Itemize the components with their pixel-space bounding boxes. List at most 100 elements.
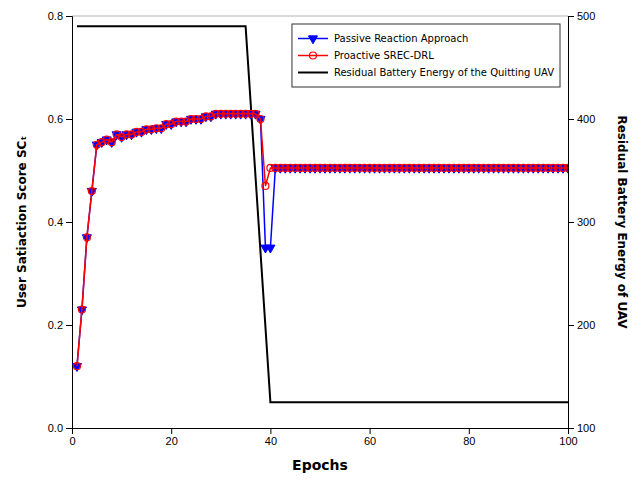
axis-line [66, 17, 73, 429]
marker [565, 164, 569, 171]
marker [127, 132, 136, 140]
tick-label: 40 [265, 435, 277, 447]
frame-top [72, 16, 568, 17]
series-line [77, 114, 568, 366]
marker [182, 119, 191, 127]
marker [310, 165, 319, 173]
tick: 100 [559, 428, 577, 447]
tick-mark [568, 428, 574, 429]
tick: 60 [364, 428, 376, 447]
marker [420, 165, 429, 173]
y2-axis-title: Residual Battery Energy of UAV [615, 115, 629, 329]
marker [301, 165, 310, 173]
marker [355, 165, 364, 173]
legend-item: Residual Battery Energy of the Quitting … [298, 67, 554, 78]
tick: 0.4 [48, 216, 72, 228]
marker [83, 234, 90, 241]
marker [549, 165, 558, 173]
tick-label: 200 [577, 319, 595, 331]
tick: 0 [69, 428, 75, 447]
marker [454, 165, 463, 173]
marker [380, 165, 389, 173]
marker [558, 165, 567, 173]
x-axis-title: Epochs [292, 457, 348, 473]
marker [390, 165, 399, 173]
marker [385, 165, 394, 173]
marker [330, 165, 339, 173]
marker [489, 165, 498, 173]
marker [257, 116, 264, 123]
marker [504, 165, 513, 173]
legend-item: Passive Reaction Approach [298, 33, 468, 44]
tick: 200 [568, 319, 595, 331]
chart: 0204060801000.00.20.40.60.81002003004005… [0, 0, 640, 480]
plot: 0204060801000.00.20.40.60.81002003004005… [15, 10, 629, 473]
marker [281, 165, 290, 173]
marker [519, 165, 528, 173]
tick-label: 100 [559, 435, 577, 447]
marker [73, 363, 80, 370]
tick-label: 0.0 [48, 422, 63, 434]
marker [395, 165, 404, 173]
marker [449, 165, 458, 173]
marker [474, 165, 483, 173]
marker [236, 111, 245, 119]
y-axis: 0.0 0.2 0.4 0.6 0.8 [48, 10, 73, 434]
marker [221, 111, 230, 119]
marker [320, 165, 329, 173]
x-axis: 0 20 40 60 80 100 [69, 428, 577, 447]
marker [544, 165, 553, 173]
marker [400, 165, 409, 173]
series-line [77, 114, 568, 366]
marker [529, 165, 538, 173]
marker [375, 165, 384, 173]
tick: 0.8 [48, 10, 72, 22]
tick: 80 [463, 428, 475, 447]
marker [479, 165, 488, 173]
marker [262, 182, 269, 189]
marker [196, 116, 205, 124]
tick-mark [270, 428, 271, 434]
marker [271, 165, 280, 173]
marker [425, 165, 434, 173]
legend: Passive Reaction ApproachProactive SREC-… [292, 24, 560, 87]
tick-mark [469, 428, 470, 434]
tick-label: 20 [166, 435, 178, 447]
marker [186, 116, 195, 124]
marker [266, 245, 275, 253]
tick-mark [66, 325, 72, 326]
marker [325, 165, 334, 173]
tick-label: 500 [577, 10, 595, 22]
legend-marker [308, 36, 317, 44]
marker [137, 129, 146, 137]
tick-label: 60 [364, 435, 376, 447]
tick: 0.6 [48, 113, 72, 125]
marker [191, 116, 200, 124]
marker [177, 119, 186, 127]
tick-mark [66, 16, 72, 17]
marker [296, 165, 305, 173]
marker [534, 165, 543, 173]
tick: 400 [568, 113, 595, 125]
series-markers [73, 110, 568, 369]
marker [494, 165, 503, 173]
tick-label: 0 [69, 435, 75, 447]
marker [132, 129, 141, 137]
tick-mark [171, 428, 172, 434]
marker [117, 134, 126, 142]
legend-marker [309, 52, 316, 59]
tick: 0.2 [48, 319, 72, 331]
marker [514, 165, 523, 173]
marker [107, 140, 116, 148]
marker [484, 165, 493, 173]
marker [365, 165, 374, 173]
marker [499, 165, 508, 173]
tick-label: 0.4 [48, 216, 63, 228]
marker [226, 111, 235, 119]
marker [340, 165, 349, 173]
marker [554, 165, 563, 173]
tick-mark [568, 325, 574, 326]
axis-line [73, 429, 569, 435]
marker [335, 165, 344, 173]
tick: 0.0 [48, 422, 72, 434]
